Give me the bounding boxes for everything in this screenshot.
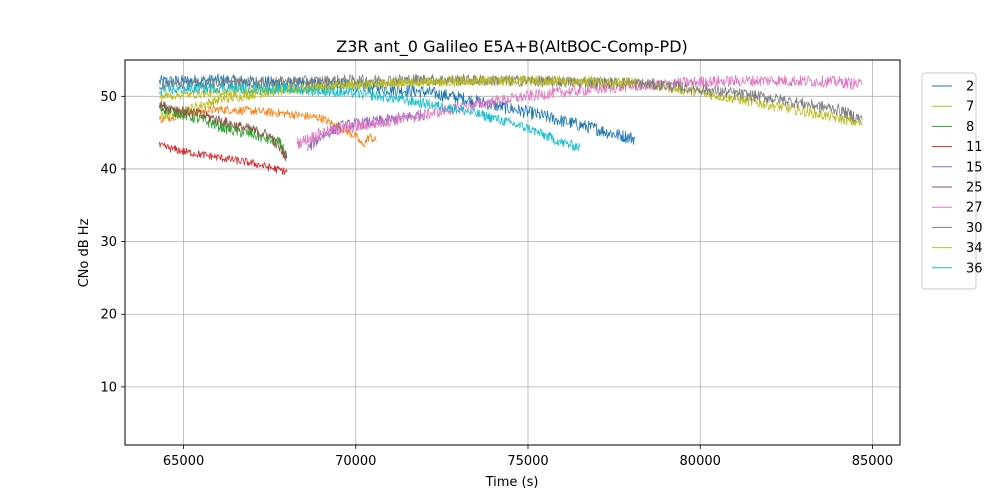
x-tick-label: 65000 (163, 454, 204, 469)
series-layer (159, 73, 863, 176)
series-line-25 (159, 100, 288, 162)
x-axis-label: Time (s) (485, 475, 539, 490)
x-axis-ticks: 65000 70000 75000 80000 85000 (163, 445, 893, 469)
x-tick-label: 85000 (852, 454, 893, 469)
x-tick-label: 70000 (335, 454, 376, 469)
y-tick-label: 40 (100, 162, 117, 177)
x-tick-label: 80000 (680, 454, 721, 469)
legend-label: 8 (966, 120, 974, 135)
series-line-27 (296, 75, 863, 150)
y-tick-label: 20 (100, 308, 117, 323)
legend-label: 15 (966, 160, 983, 175)
legend-label: 7 (966, 100, 974, 115)
legend-label: 27 (966, 201, 983, 216)
chart-title: Z3R ant_0 Galileo E5A+B(AltBOC-Comp-PD) (336, 37, 688, 57)
y-axis-label: CNo dB Hz (77, 218, 92, 287)
legend-label: 34 (966, 241, 983, 256)
series-line-36 (159, 82, 581, 151)
x-tick-label: 75000 (507, 454, 548, 469)
legend-label: 30 (966, 221, 983, 236)
y-tick-label: 10 (100, 380, 117, 395)
legend-label: 11 (966, 140, 983, 155)
series-line-11 (159, 141, 288, 176)
series-line-8 (159, 102, 288, 156)
legend-label: 2 (966, 80, 974, 95)
series-line-30 (159, 73, 863, 123)
legend-box (921, 72, 977, 290)
y-tick-label: 50 (100, 90, 117, 105)
plot-frame (124, 59, 901, 446)
legend-label: 25 (966, 181, 983, 196)
series-line-2 (159, 73, 636, 145)
legend-label: 36 (966, 261, 983, 276)
y-tick-label: 30 (100, 235, 117, 250)
y-axis-ticks: 10 20 30 40 50 (100, 90, 125, 395)
